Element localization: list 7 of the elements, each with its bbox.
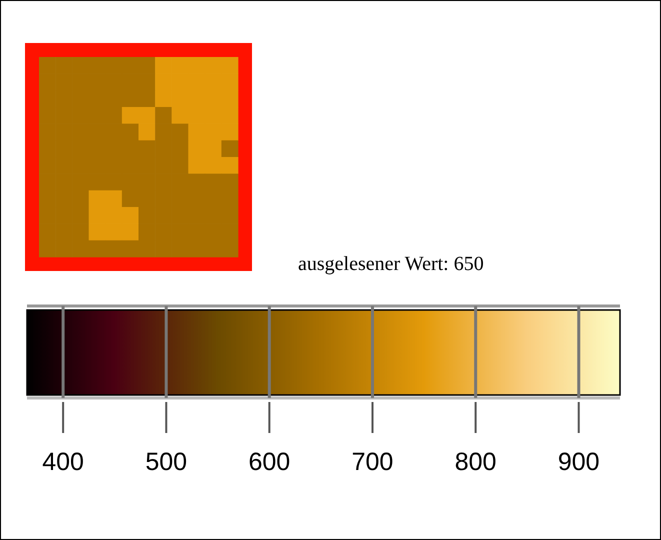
text: ausgelesener Wert: 650 (298, 253, 484, 275)
color-bar-label: 700 (352, 448, 394, 476)
color-bar-label: 900 (558, 448, 600, 476)
color-bar-label: 500 (145, 448, 188, 476)
color-bar-label: 400 (42, 448, 84, 476)
color-bar-label: 600 (248, 448, 290, 476)
color-bar-label: 800 (454, 448, 496, 476)
